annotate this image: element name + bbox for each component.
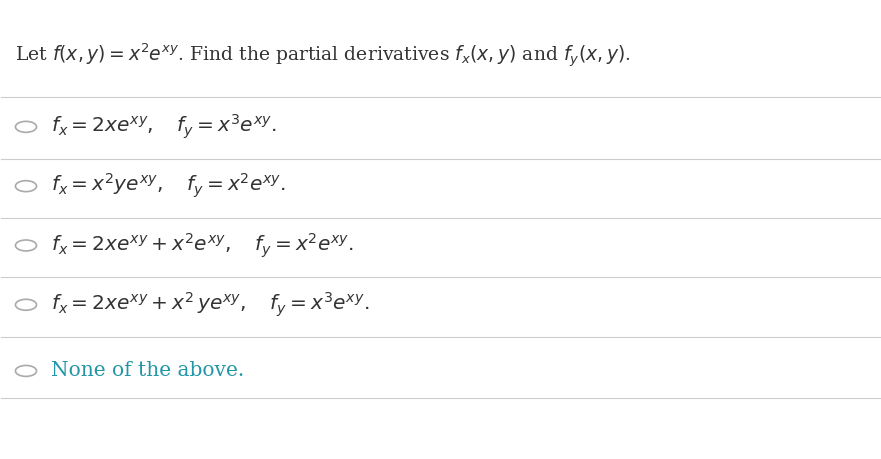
Text: Let $f(x, y) = x^2 e^{xy}$. Find the partial derivatives $f_x(x, y)$ and $f_y(x,: Let $f(x, y) = x^2 e^{xy}$. Find the par… <box>15 42 630 70</box>
Text: $f_x = 2xe^{xy}, \quad f_y = x^3 e^{xy}.$: $f_x = 2xe^{xy}, \quad f_y = x^3 e^{xy}.… <box>51 112 277 141</box>
Text: None of the above.: None of the above. <box>51 361 245 381</box>
Text: $f_x = 2xe^{xy} + x^2\, ye^{xy}, \quad f_y = x^3 e^{xy}.$: $f_x = 2xe^{xy} + x^2\, ye^{xy}, \quad f… <box>51 291 370 319</box>
Text: $f_x = x^2 ye^{xy}, \quad f_y = x^2 e^{xy}.$: $f_x = x^2 ye^{xy}, \quad f_y = x^2 e^{x… <box>51 172 286 201</box>
Text: $f_x = 2xe^{xy} + x^2 e^{xy}, \quad f_y = x^2 e^{xy}.$: $f_x = 2xe^{xy} + x^2 e^{xy}, \quad f_y … <box>51 231 354 260</box>
